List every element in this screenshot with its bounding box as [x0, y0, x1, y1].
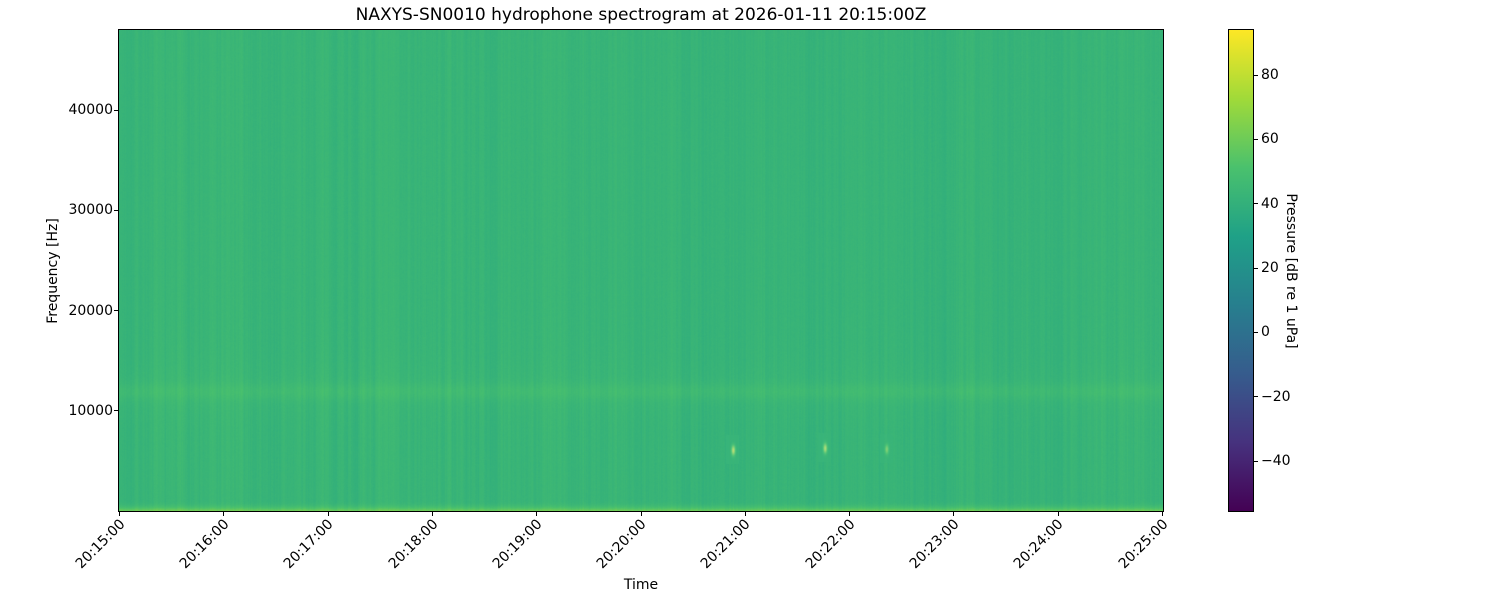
x-tick-mark	[431, 512, 433, 516]
x-tick-label: 20:16:00	[176, 516, 233, 573]
x-tick-mark	[223, 512, 225, 516]
x-tick-mark	[119, 512, 120, 516]
x-tick-mark	[849, 512, 851, 516]
colorbar-label: Pressure [dB re 1 uPa]	[1283, 193, 1299, 349]
x-tick-label: 20:21:00	[698, 516, 754, 573]
y-tick-label: 10000	[68, 402, 113, 419]
colorbar-tick-label: 20	[1261, 260, 1279, 277]
colorbar-tick-mark	[1254, 396, 1258, 398]
x-tick-mark	[953, 512, 955, 516]
y-tick-mark	[114, 109, 118, 111]
chart-title: NAXYS-SN0010 hydrophone spectrogram at 2…	[355, 5, 927, 25]
x-tick-label: 20:20:00	[593, 516, 650, 573]
plot-area	[118, 29, 1164, 512]
colorbar-tick-label: −20	[1261, 388, 1291, 405]
x-tick-mark	[1057, 512, 1059, 516]
colorbar-tick-mark	[1254, 331, 1258, 333]
x-tick-mark	[536, 512, 538, 516]
colorbar	[1228, 29, 1254, 512]
y-tick-mark	[114, 209, 118, 211]
colorbar-tick-label: 0	[1261, 324, 1270, 341]
x-tick-mark	[327, 512, 329, 516]
x-tick-label: 20:18:00	[385, 516, 442, 573]
x-tick-label: 20:23:00	[906, 516, 963, 573]
x-tick-mark	[640, 512, 642, 516]
colorbar-tick-label: 80	[1261, 67, 1279, 84]
y-tick-label: 30000	[68, 202, 113, 219]
y-tick-label: 40000	[68, 102, 113, 119]
colorbar-tick-mark	[1254, 138, 1258, 140]
x-tick-label: 20:15:00	[72, 516, 129, 573]
colorbar-tick-mark	[1254, 267, 1258, 269]
x-axis-label: Time	[623, 577, 659, 593]
x-tick-label: 20:17:00	[280, 516, 337, 573]
y-tick-mark	[114, 310, 118, 312]
y-tick-label: 20000	[68, 302, 113, 319]
colorbar-tick-mark	[1254, 74, 1258, 76]
x-tick-label: 20:25:00	[1115, 516, 1172, 573]
colorbar-tick-label: 40	[1261, 195, 1279, 212]
colorbar-tick-label: 60	[1261, 131, 1279, 148]
x-tick-label: 20:19:00	[489, 516, 546, 573]
colorbar-tick-mark	[1254, 460, 1258, 462]
colorbar-tick-mark	[1254, 203, 1258, 205]
x-tick-mark	[744, 512, 746, 516]
spectrogram-heatmap	[119, 30, 1163, 511]
colorbar-tick-label: −40	[1261, 453, 1291, 470]
x-tick-label: 20:22:00	[802, 516, 859, 573]
y-axis-label: Frequency [Hz]	[45, 218, 61, 324]
x-tick-mark	[1162, 512, 1163, 516]
y-tick-mark	[114, 410, 118, 412]
x-tick-label: 20:24:00	[1011, 516, 1067, 573]
